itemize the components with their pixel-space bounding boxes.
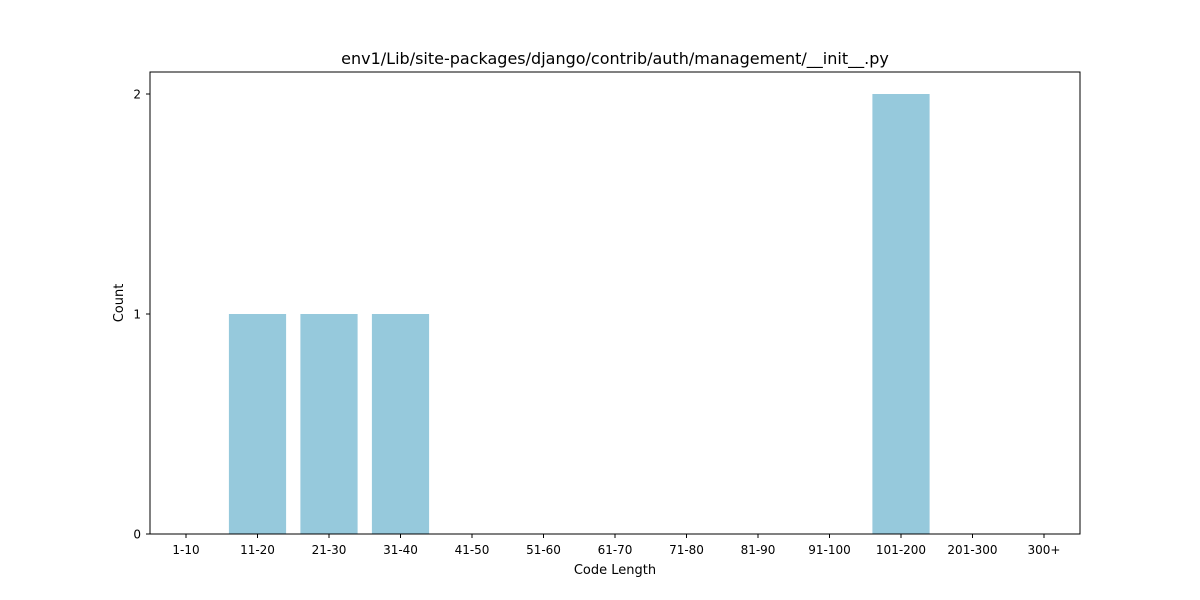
- x-tick-label: 41-50: [455, 543, 490, 557]
- x-axis-label: Code Length: [574, 563, 656, 578]
- x-tick-label: 21-30: [312, 543, 347, 557]
- bar-21-30: [300, 314, 358, 534]
- x-tick-label: 11-20: [240, 543, 275, 557]
- y-tick-label: 1: [133, 308, 141, 322]
- x-tick-label: 31-40: [383, 543, 418, 557]
- plot-frame: [149, 71, 1081, 535]
- bars-group: [228, 94, 930, 534]
- y-axis-label: Count: [112, 284, 127, 323]
- bar-101-200: [872, 94, 930, 534]
- x-axis-ticks: 1-10 11-20 21-30 31-40 41-50 51-60 61-70 71-80 8…: [172, 534, 1060, 557]
- chart-title: env1/Lib/site-packages/django/contrib/au…: [341, 49, 889, 69]
- x-tick-label: 71-80: [669, 543, 704, 557]
- x-tick-label: 1-10: [172, 543, 199, 557]
- x-tick-label: 61-70: [598, 543, 633, 557]
- x-tick-label: 81-90: [741, 543, 776, 557]
- bar-31-40: [371, 314, 430, 534]
- y-tick-label: 0: [133, 528, 141, 542]
- x-tick-label: 101-200: [876, 543, 926, 557]
- y-axis-ticks: 0 1 2: [133, 88, 150, 542]
- bar-11-20: [228, 314, 287, 534]
- x-tick-label: 51-60: [526, 543, 561, 557]
- y-tick-label: 2: [133, 88, 141, 102]
- x-tick-label: 300+: [1028, 543, 1061, 557]
- x-tick-label: 201-300: [947, 543, 997, 557]
- x-tick-label: 91-100: [808, 543, 851, 557]
